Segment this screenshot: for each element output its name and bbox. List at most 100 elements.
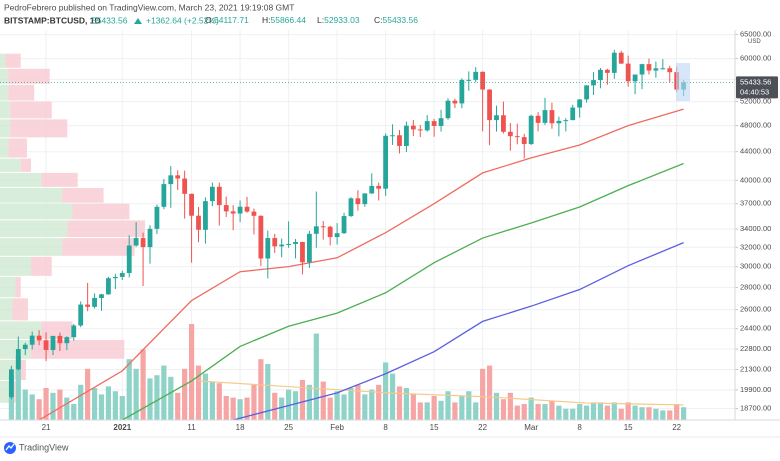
candle-body — [355, 198, 361, 205]
candle-body — [161, 184, 167, 207]
candle-body — [362, 193, 368, 205]
last-price: 55433.56 — [92, 15, 128, 25]
candle-body — [320, 226, 326, 228]
candle-body — [182, 178, 188, 194]
profile-down — [62, 238, 135, 256]
volume-bar — [445, 391, 451, 420]
x-tick-label: 15 — [624, 423, 633, 432]
volume-bar — [597, 402, 604, 420]
volume-bar — [202, 373, 209, 420]
x-tick-label: 22 — [478, 423, 487, 432]
candle-body — [667, 68, 673, 73]
candle-body — [452, 100, 458, 104]
candle-body — [445, 100, 451, 119]
candle-body — [410, 125, 416, 130]
volume-bar — [611, 402, 617, 420]
profile-down — [20, 158, 32, 172]
candle-body — [591, 80, 596, 86]
profile-up — [0, 380, 11, 403]
candle-body — [43, 340, 49, 350]
volume-bar — [521, 404, 527, 420]
volume-bar — [480, 368, 486, 420]
logo-circle — [4, 442, 16, 454]
candle-body — [556, 120, 562, 124]
profile-down — [62, 187, 104, 203]
x-tick-label: 8 — [383, 423, 388, 432]
volume-bar — [251, 384, 257, 420]
volume-bar — [500, 399, 507, 420]
x-tick-label: 11 — [187, 423, 196, 432]
price-label-box — [736, 76, 778, 99]
candle-body — [133, 238, 139, 246]
candle-body — [598, 69, 603, 81]
candle-body — [459, 79, 465, 104]
candle-body — [22, 344, 28, 350]
volume-bar — [133, 368, 139, 420]
volume-bar — [299, 380, 306, 420]
profile-down — [10, 101, 52, 119]
change-arrow — [134, 18, 142, 24]
volume-bar — [105, 386, 112, 420]
volume-bar — [528, 397, 534, 420]
author-line: PedroFebrero published on TradingView.co… — [4, 2, 294, 12]
candle-body — [112, 276, 118, 279]
volume-bar — [36, 399, 42, 420]
volume-bar — [320, 381, 326, 420]
volume-bar — [542, 404, 548, 420]
candle-body — [639, 64, 645, 75]
candle-body — [473, 71, 479, 80]
volume-bar — [417, 402, 423, 420]
ohlc-value: 52933.03 — [324, 15, 360, 25]
profile-down — [8, 68, 50, 84]
logo-mark — [5, 443, 15, 451]
profile-up — [0, 84, 9, 101]
volume-bar — [334, 391, 340, 420]
profile-up — [0, 138, 9, 158]
candle-body — [92, 297, 97, 307]
candle-body — [327, 226, 333, 238]
volume-bar — [15, 356, 21, 420]
x-tick-label: 15 — [430, 423, 439, 432]
x-tick-label: 18 — [236, 423, 245, 432]
candle-body — [466, 79, 472, 81]
y-tick-label: 28000.00 — [740, 282, 771, 291]
ohlc-item: O:54117.71 — [205, 15, 249, 25]
profile-up — [0, 238, 63, 256]
ohlc-label: L: — [317, 15, 324, 25]
candle-body — [563, 120, 569, 122]
volume-bar — [618, 408, 624, 420]
moving-average — [38, 108, 684, 420]
volume-ma — [198, 380, 684, 406]
profile-down — [41, 321, 73, 339]
candle-body — [85, 304, 91, 307]
volume-bar — [71, 404, 77, 420]
ohlc-item: H:55866.44 — [262, 15, 306, 25]
candle-body — [15, 349, 21, 370]
candle-body — [646, 64, 652, 71]
y-tick-label: 19900.00 — [740, 385, 771, 394]
x-tick-label: 2021 — [113, 423, 131, 432]
y-tick-label: 30000.00 — [740, 262, 771, 271]
profile-up — [0, 172, 42, 187]
y-tick-label: 65000.00 — [740, 30, 771, 39]
ohlc-item: L:52933.03 — [317, 15, 360, 25]
candle-body — [196, 215, 201, 230]
moving-average — [121, 162, 684, 420]
candle-body — [286, 243, 291, 245]
volume-bar — [85, 368, 91, 420]
candle-body — [258, 215, 264, 259]
volume-bar — [279, 397, 285, 420]
candle-body — [653, 68, 659, 71]
candle-body — [487, 89, 492, 121]
volume-bar — [43, 388, 49, 420]
volume-bar — [590, 402, 597, 420]
candle-body — [618, 52, 624, 64]
candle-body — [376, 185, 382, 189]
volume-bar — [286, 389, 292, 420]
ohlc-label: H: — [262, 15, 271, 25]
candle-body — [237, 206, 243, 214]
profile-down — [8, 138, 27, 158]
y-tick-label: 44000.00 — [740, 147, 771, 156]
y-tick-label: 34000.00 — [740, 224, 771, 233]
